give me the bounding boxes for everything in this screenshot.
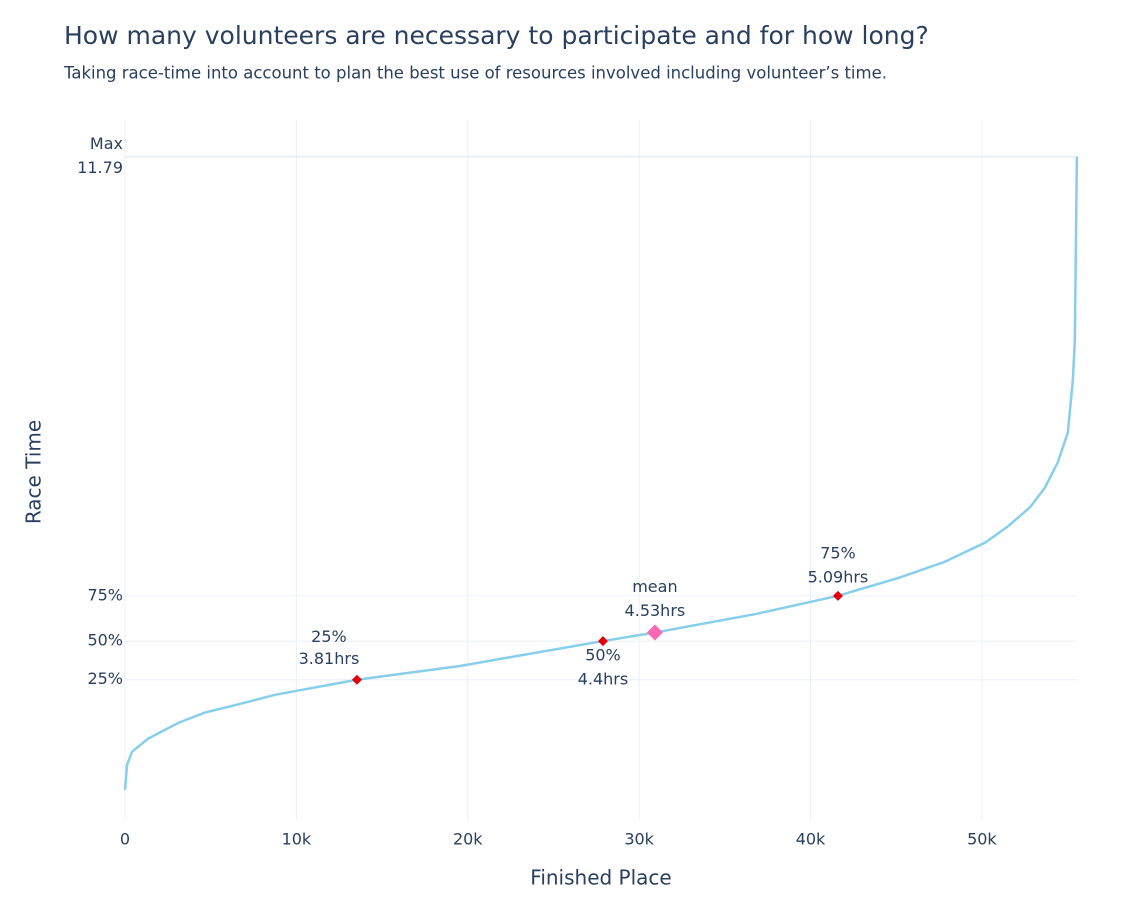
chart-title: How many volunteers are necessary to par… (64, 21, 929, 50)
point-name: mean (632, 577, 677, 596)
x-tick-label: 10k (282, 830, 312, 849)
quartile-marker (597, 636, 608, 647)
y-axis-title: Race Time (22, 420, 46, 524)
quartile-marker (351, 674, 362, 685)
mean-marker (646, 624, 663, 641)
x-tick-label: 40k (796, 830, 826, 849)
y-tick-label: 75% (87, 585, 123, 604)
x-tick-label: 30k (624, 830, 654, 849)
y-tick-label: 50% (87, 631, 123, 650)
x-tick-label: 50k (967, 830, 997, 849)
quartile-marker (832, 590, 843, 601)
x-tick-label: 0 (120, 830, 130, 849)
point-name: 50% (585, 646, 621, 665)
chart-subtitle: Taking race-time into account to plan th… (63, 64, 887, 83)
x-tick-label: 20k (453, 830, 483, 849)
value-label: 4.4hrs (578, 670, 629, 689)
point-name: 75% (820, 543, 856, 562)
y-tick-label: Max (90, 134, 123, 153)
value-label: 4.53hrs (625, 601, 686, 620)
value-label: 3.81hrs (299, 649, 360, 668)
value-label: 5.09hrs (808, 567, 869, 586)
race-time-line (123, 156, 1079, 790)
y-tick-label: 25% (87, 669, 123, 688)
x-axis-title: Finished Place (530, 866, 671, 890)
point-name: 25% (311, 627, 347, 646)
y-tick-label: 11.79 (77, 158, 123, 177)
